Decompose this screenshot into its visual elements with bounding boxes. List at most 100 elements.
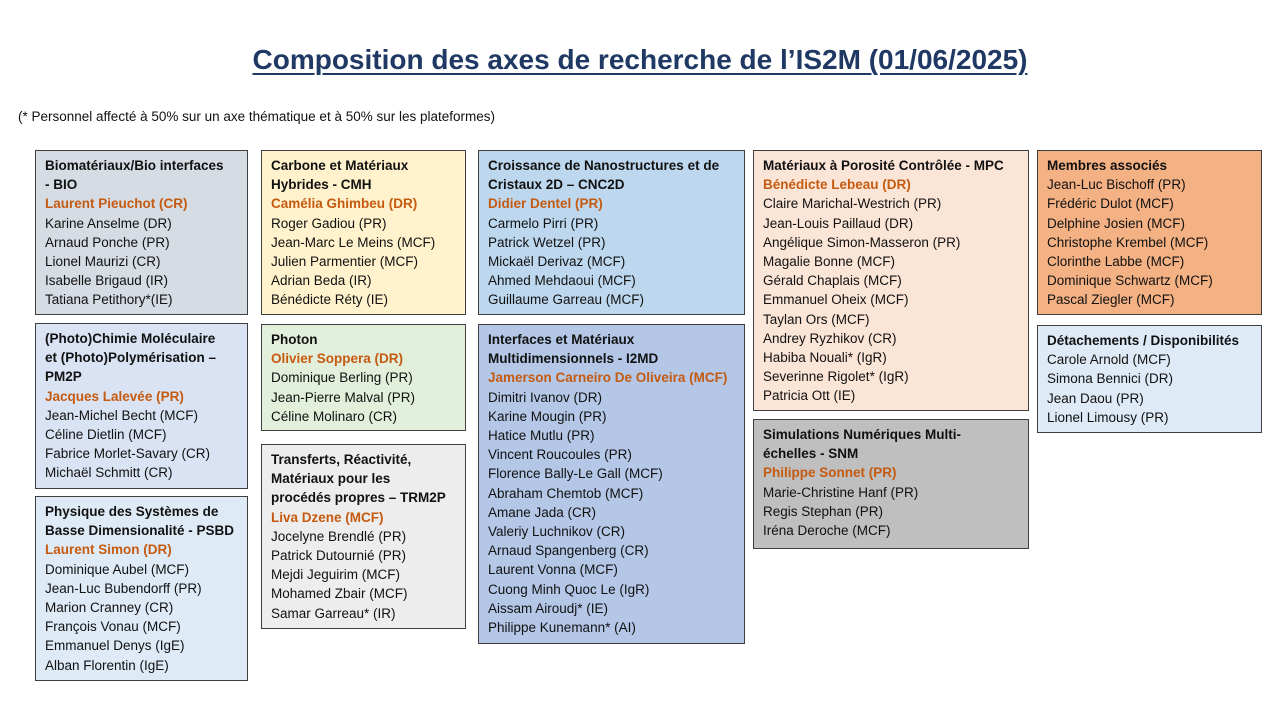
- member-item: Jean-Michel Becht (MCF): [45, 407, 199, 423]
- box-heading-line: Physique des Systèmes de: [45, 504, 219, 519]
- member-item: Karine Mougin (PR): [488, 408, 607, 424]
- box-trm2p: Transferts, Réactivité, Matériaux pour le…: [261, 444, 466, 629]
- member-item: Guillaume Garreau (MCF): [488, 292, 645, 308]
- axis-leader: Philippe Sonnet (PR): [763, 465, 897, 481]
- box-psbd: Physique des Systèmes de Basse Dimensiona…: [35, 496, 248, 681]
- member-item: Amane Jada (CR): [488, 504, 597, 520]
- member-item: Patrick Dutournié (PR): [271, 548, 407, 564]
- member-item: Dominique Schwartz (MCF): [1047, 273, 1213, 289]
- member-item: Regis Stephan (PR): [763, 503, 884, 519]
- member-item: Severinne Rigolet* (IgR): [763, 369, 909, 385]
- member-item: Céline Dietlin (MCF): [45, 427, 167, 443]
- member-item: Mohamed Zbair (MCF): [271, 586, 408, 602]
- member-item: Karine Anselme (DR): [45, 215, 172, 231]
- member-item: Jean-Luc Bischoff (PR): [1047, 177, 1186, 193]
- box-heading-line: Photon: [271, 332, 318, 347]
- member-item: Andrey Ryzhikov (CR): [763, 330, 897, 346]
- member-item: Dominique Aubel (MCF): [45, 561, 190, 577]
- box-heading-line: Matériaux à Porosité Contrôlée - MPC: [763, 158, 1004, 173]
- box-heading-line: procédés propres – TRM2P: [271, 490, 446, 506]
- member-item: Roger Gadiou (PR): [271, 215, 387, 231]
- member-item: Marion Cranney (CR): [45, 600, 174, 616]
- member-item: Isabelle Brigaud (IR): [45, 273, 169, 289]
- member-item: Jean-Marc Le Meins (MCF): [271, 234, 436, 250]
- box-snm: Simulations Numériques Multi-échelles - …: [753, 419, 1029, 549]
- member-item: Habiba Nouali* (IgR): [763, 350, 887, 366]
- member-item: Marie-Christine Hanf (PR): [763, 484, 919, 500]
- member-item: Fabrice Morlet-Savary (CR): [45, 446, 211, 462]
- member-item: Valeriy Luchnikov (CR): [488, 524, 626, 540]
- box-cmh: Carbone et Matériaux Hybrides - CMH Caméli…: [261, 150, 466, 315]
- member-item: Gérald Chaplais (MCF): [763, 273, 902, 289]
- box-heading-line: - BIO: [45, 177, 78, 193]
- member-item: Adrian Beda (IR): [271, 273, 372, 289]
- member-item: Jean Daou (PR): [1047, 390, 1144, 406]
- member-item: Dimitri Ivanov (DR): [488, 389, 603, 405]
- box-heading-line: Hybrides - CMH: [271, 177, 372, 193]
- footnote: (* Personnel affecté à 50% sur un axe th…: [18, 109, 496, 124]
- member-item: Taylan Ors (MCF): [763, 311, 870, 327]
- axis-leader: Olivier Soppera (DR): [271, 351, 404, 367]
- page-title: Composition des axes de recherche de l’I…: [252, 44, 1028, 75]
- box-heading-line: Interfaces et Matériaux: [488, 332, 635, 347]
- box-heading-line: Matériaux pour les: [271, 471, 391, 487]
- box-heading-line: et (Photo)Polymérisation –: [45, 350, 217, 366]
- member-item: Jocelyne Brendlé (PR): [271, 528, 407, 544]
- member-item: Aissam Airoudj* (IE): [488, 600, 609, 616]
- member-item: Michaël Schmitt (CR): [45, 465, 173, 481]
- box-heading-line: Multidimensionnels - I2MD: [488, 351, 659, 367]
- member-item: Lionel Maurizi (CR): [45, 254, 161, 270]
- member-item: Pascal Ziegler (MCF): [1047, 292, 1175, 308]
- box-heading-line: Croissance de Nanostructures et de: [488, 158, 720, 173]
- box-heading-line: Carbone et Matériaux: [271, 158, 409, 173]
- member-item: Florence Bally-Le Gall (MCF): [488, 466, 663, 482]
- member-item: Vincent Roucoules (PR): [488, 447, 632, 463]
- member-item: Emmanuel Oheix (MCF): [763, 292, 909, 308]
- member-item: Abraham Chemtob (MCF): [488, 485, 644, 501]
- member-item: Cuong Minh Quoc Le (IgR): [488, 581, 650, 597]
- box-heading-line: PM2P: [45, 369, 82, 385]
- member-item: Patricia Ott (IE): [763, 388, 856, 404]
- member-item: Carole Arnold (MCF): [1047, 352, 1171, 368]
- member-item: Bénédicte Réty (IE): [271, 292, 389, 308]
- member-item: Emmanuel Denys (IgE): [45, 638, 185, 654]
- box-heading-line: Membres associés: [1047, 158, 1168, 173]
- member-item: Mejdi Jeguirim (MCF): [271, 567, 401, 583]
- member-item: Arnaud Ponche (PR): [45, 234, 170, 250]
- box-photon: Photon Olivier Soppera (DR) Dominique Berl…: [261, 324, 466, 431]
- member-item: Clorinthe Labbe (MCF): [1047, 254, 1185, 270]
- box-pm2p: (Photo)Chimie Moléculaire et (Photo)Polym…: [35, 323, 248, 489]
- member-item: Delphine Josien (MCF): [1047, 215, 1186, 231]
- box-heading-line: Simulations Numériques Multi-: [763, 427, 962, 442]
- member-item: Ahmed Mehdaoui (MCF): [488, 273, 636, 289]
- axis-leader: Laurent Simon (DR): [45, 542, 172, 558]
- member-item: Jean-Pierre Malval (PR): [271, 389, 416, 405]
- box-detachements: Détachements / Disponibilités Carole Arno…: [1037, 325, 1262, 433]
- box-mpc: Matériaux à Porosité Contrôlée - MPC Béné…: [753, 150, 1029, 411]
- member-item: Christophe Krembel (MCF): [1047, 234, 1209, 250]
- member-item: Tatiana Petithory*(IE): [45, 292, 173, 308]
- member-item: Angélique Simon-Masseron (PR): [763, 234, 961, 250]
- box-heading-line: Détachements / Disponibilités: [1047, 333, 1240, 348]
- box-heading-line: Basse Dimensionalité - PSBD: [45, 523, 235, 539]
- member-item: François Vonau (MCF): [45, 619, 181, 635]
- member-item: Hatice Mutlu (PR): [488, 428, 595, 444]
- box-heading-line: échelles - SNM: [763, 446, 859, 462]
- member-item: Claire Marichal-Westrich (PR): [763, 196, 942, 212]
- member-item: Lionel Limousy (PR): [1047, 409, 1169, 425]
- box-i2md: Interfaces et Matériaux Multidimensionnel…: [478, 324, 745, 644]
- axis-leader: Laurent Pieuchot (CR): [45, 196, 188, 212]
- member-item: Frédéric Dulot (MCF): [1047, 196, 1174, 212]
- axis-leader: Jamerson Carneiro De Oliveira (MCF): [488, 370, 728, 386]
- member-item: Carmelo Pirri (PR): [488, 215, 599, 231]
- axis-leader: Liva Dzene (MCF): [271, 509, 384, 525]
- member-item: Céline Molinaro (CR): [271, 408, 398, 424]
- member-item: Mickaël Derivaz (MCF): [488, 254, 626, 270]
- axis-leader: Jacques Lalevée (PR): [45, 388, 184, 404]
- member-item: Magalie Bonne (MCF): [763, 254, 896, 270]
- member-item: Jean-Louis Paillaud (DR): [763, 215, 914, 231]
- member-item: Arnaud Spangenberg (CR): [488, 543, 649, 559]
- member-item: Jean-Luc Bubendorff (PR): [45, 580, 202, 596]
- member-item: Dominique Berling (PR): [271, 370, 413, 386]
- member-item: Laurent Vonna (MCF): [488, 562, 618, 578]
